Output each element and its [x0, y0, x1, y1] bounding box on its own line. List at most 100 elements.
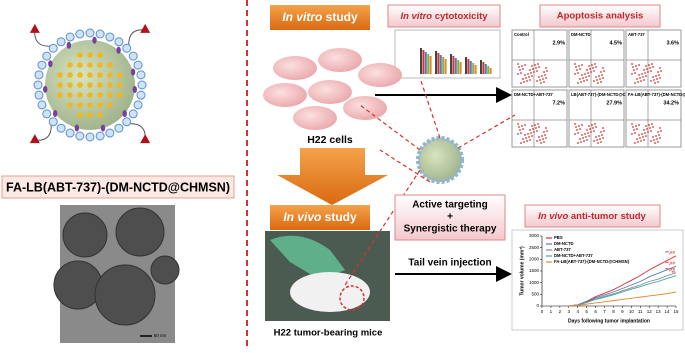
- event: [647, 71, 649, 73]
- lipid-head: [122, 117, 132, 127]
- event: [518, 126, 520, 128]
- thumb-bar: [450, 54, 452, 74]
- event: [593, 80, 595, 82]
- abt-737: [66, 41, 72, 49]
- event: [652, 136, 654, 138]
- event: [577, 142, 579, 144]
- event: [644, 72, 646, 74]
- lipid-head: [85, 132, 95, 142]
- event: [541, 75, 543, 77]
- italic: In vivo: [538, 211, 568, 222]
- event: [582, 137, 584, 139]
- panel-value: 34.2%: [663, 100, 679, 106]
- event: [592, 67, 594, 69]
- event: [524, 124, 526, 126]
- drug-dot: [57, 92, 63, 98]
- event: [654, 142, 656, 144]
- event: [529, 129, 531, 131]
- event: [534, 64, 536, 66]
- event: [591, 64, 593, 66]
- event: [529, 139, 531, 141]
- event: [534, 124, 536, 126]
- event: [519, 129, 521, 131]
- event: [537, 123, 539, 125]
- event: [544, 134, 546, 136]
- thumb-bar: [467, 59, 470, 74]
- drug-dot: [57, 82, 63, 88]
- abt-737: [130, 68, 136, 76]
- apoptosis-grid: Control 2.9% DM-NCTD 4.5% ABT-737 3.6% DM-NCTD…: [511, 29, 685, 148]
- nanoparticle: [29, 23, 151, 144]
- cells: [263, 48, 402, 130]
- event: [519, 69, 521, 71]
- event: [574, 133, 576, 135]
- y-tick-label: 1500: [529, 268, 540, 273]
- dash-line: [379, 149, 431, 183]
- event: [634, 132, 636, 134]
- lipid-head: [105, 128, 115, 138]
- flow-panel: [511, 89, 568, 148]
- dash-line: [344, 169, 421, 286]
- event: [524, 64, 526, 66]
- event: [530, 72, 532, 74]
- event: [577, 132, 579, 134]
- lipid-head: [128, 51, 138, 61]
- y-axis-label: Tumor volume (mm³): [519, 246, 525, 296]
- panel-label: DM-NCTD+ABT-737: [514, 92, 553, 97]
- x-tick-label: 0: [541, 309, 544, 314]
- in-vivo-title: In vivo study: [283, 210, 357, 224]
- event: [584, 73, 586, 75]
- lipid-head: [95, 29, 105, 39]
- event: [635, 125, 637, 127]
- event: [522, 128, 524, 130]
- cell: [308, 80, 352, 104]
- event: [594, 123, 596, 125]
- event: [645, 75, 647, 77]
- thumb-bar: [439, 55, 442, 74]
- event: [581, 124, 583, 126]
- lipid-head: [48, 43, 58, 53]
- event: [579, 78, 581, 80]
- x-tick-label: 3: [568, 309, 571, 314]
- event: [545, 127, 547, 129]
- therapy-line: Synergistic therapy: [404, 224, 497, 235]
- event: [522, 138, 524, 140]
- event: [529, 69, 531, 71]
- drug-dot: [77, 52, 83, 58]
- drug-dot: [87, 62, 93, 68]
- panel-label: ABT-737: [628, 32, 645, 37]
- event: [643, 79, 645, 81]
- y-tick-label: 500: [531, 292, 539, 297]
- event: [649, 67, 651, 69]
- event: [646, 128, 648, 130]
- significance: **,##: [665, 250, 675, 255]
- mice-label: H22 tumor-bearing mice: [274, 328, 383, 339]
- event: [526, 80, 528, 82]
- event: [654, 82, 656, 84]
- lipid-head: [133, 100, 143, 110]
- event: [532, 68, 534, 70]
- y-tick-label: 3000: [529, 233, 540, 238]
- x-tick-label: 2: [559, 309, 562, 314]
- thumb-bar: [459, 62, 462, 74]
- lipid-head: [136, 90, 146, 100]
- legend-label: ABT-737: [554, 247, 571, 252]
- event: [595, 126, 597, 128]
- panel-value: 7.2%: [552, 100, 565, 106]
- event: [517, 123, 519, 125]
- event: [644, 132, 646, 134]
- dash-line: [359, 104, 421, 151]
- thumb-bar: [420, 48, 422, 74]
- event: [574, 123, 576, 125]
- cytotoxicity-title: In vitro cytotoxicity: [400, 11, 488, 22]
- subtitle-box: [387, 4, 501, 28]
- lipid-head: [65, 128, 75, 138]
- drug-dot: [97, 52, 103, 58]
- antitumor-title: In vivo anti-tumor study: [538, 211, 646, 222]
- lipid-head: [56, 123, 66, 133]
- event: [579, 68, 581, 70]
- label-box: [1, 175, 235, 199]
- event: [582, 77, 584, 79]
- cell: [273, 56, 317, 80]
